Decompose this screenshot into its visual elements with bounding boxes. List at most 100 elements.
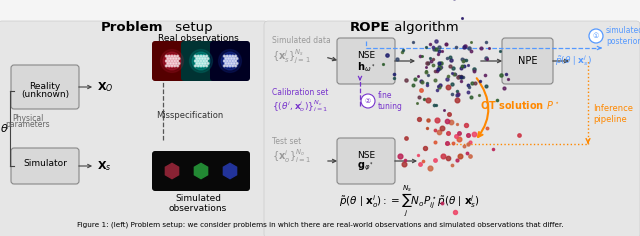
Circle shape — [173, 63, 174, 64]
Circle shape — [168, 65, 170, 67]
Circle shape — [227, 55, 228, 57]
Circle shape — [168, 55, 170, 57]
FancyBboxPatch shape — [502, 38, 553, 84]
Polygon shape — [223, 163, 237, 179]
Circle shape — [189, 50, 212, 72]
Circle shape — [223, 60, 225, 62]
Circle shape — [196, 63, 198, 64]
Circle shape — [195, 60, 196, 62]
Text: Reality: Reality — [29, 82, 61, 91]
Text: $\{(\theta^i, \mathbf{x}_o^i)\}_{i=1}^{N_c}$: $\{(\theta^i, \mathbf{x}_o^i)\}_{i=1}^{N… — [272, 98, 328, 114]
Text: NSE: NSE — [357, 51, 375, 59]
Text: $\mathbf{h}_{\omega^*}$: $\mathbf{h}_{\omega^*}$ — [357, 60, 375, 74]
Text: Simulated
observations: Simulated observations — [169, 194, 227, 213]
Circle shape — [196, 58, 198, 59]
Circle shape — [230, 63, 232, 64]
Text: Physical: Physical — [12, 114, 44, 123]
Circle shape — [235, 60, 237, 62]
Circle shape — [171, 65, 173, 67]
FancyBboxPatch shape — [337, 138, 395, 184]
Polygon shape — [195, 163, 207, 179]
Text: Simulated data: Simulated data — [272, 36, 331, 45]
Circle shape — [178, 63, 180, 64]
Circle shape — [204, 63, 206, 64]
Text: setup: setup — [171, 21, 212, 34]
Circle shape — [229, 60, 231, 62]
Polygon shape — [165, 163, 179, 179]
Text: ②: ② — [365, 98, 371, 104]
Circle shape — [170, 63, 172, 64]
FancyBboxPatch shape — [210, 151, 250, 191]
Circle shape — [166, 55, 179, 67]
Circle shape — [235, 65, 237, 67]
FancyBboxPatch shape — [264, 21, 640, 236]
Text: $\mathbf{g}_{\varphi^*}$: $\mathbf{g}_{\varphi^*}$ — [358, 161, 374, 173]
Circle shape — [197, 60, 199, 62]
Text: parameters: parameters — [6, 120, 51, 129]
Text: ①: ① — [593, 33, 599, 39]
Circle shape — [170, 58, 172, 59]
FancyBboxPatch shape — [11, 148, 79, 184]
Text: $\mathbf{X}_O$: $\mathbf{X}_O$ — [97, 80, 113, 94]
Circle shape — [229, 65, 231, 67]
Circle shape — [228, 58, 230, 59]
Circle shape — [192, 52, 210, 70]
Circle shape — [200, 65, 202, 67]
Circle shape — [203, 55, 205, 57]
Circle shape — [161, 50, 184, 72]
Circle shape — [168, 60, 170, 62]
Text: algorithm: algorithm — [390, 21, 459, 34]
Text: $\{\mathbf{x}_s^j\}_{j=1}^{N_s}$: $\{\mathbf{x}_s^j\}_{j=1}^{N_s}$ — [272, 48, 310, 66]
Circle shape — [223, 65, 225, 67]
Circle shape — [166, 60, 167, 62]
FancyBboxPatch shape — [152, 151, 192, 191]
Circle shape — [232, 55, 234, 57]
Circle shape — [197, 65, 199, 67]
Text: $\theta$: $\theta$ — [0, 122, 8, 134]
Text: simulated
posterior: simulated posterior — [606, 26, 640, 46]
FancyBboxPatch shape — [11, 65, 79, 109]
Text: OT solution $P^\star$: OT solution $P^\star$ — [480, 100, 559, 112]
Text: Test set: Test set — [272, 137, 301, 146]
FancyBboxPatch shape — [181, 151, 221, 191]
Circle shape — [232, 60, 234, 62]
Circle shape — [589, 29, 603, 43]
Text: $\tilde{p}(\theta \mid \mathbf{x}_s^j)$: $\tilde{p}(\theta \mid \mathbf{x}_s^j)$ — [555, 54, 592, 68]
Text: Misspecification: Misspecification — [156, 110, 223, 119]
Circle shape — [223, 55, 225, 57]
Text: Figure 1: (left) Problem setup: we consider problems in which there are real-wor: Figure 1: (left) Problem setup: we consi… — [77, 222, 563, 228]
Text: ROPE: ROPE — [350, 21, 390, 34]
Circle shape — [203, 65, 205, 67]
Circle shape — [173, 58, 174, 59]
Circle shape — [207, 58, 209, 59]
FancyBboxPatch shape — [0, 21, 268, 236]
Circle shape — [203, 60, 205, 62]
Circle shape — [195, 65, 196, 67]
Text: $\mathbf{X}_s$: $\mathbf{X}_s$ — [97, 159, 111, 173]
Text: NPE: NPE — [518, 56, 537, 66]
Circle shape — [174, 60, 176, 62]
Circle shape — [171, 55, 173, 57]
Circle shape — [225, 63, 227, 64]
Text: Problem: Problem — [100, 21, 163, 34]
Circle shape — [178, 58, 180, 59]
FancyBboxPatch shape — [337, 38, 395, 84]
Circle shape — [225, 57, 234, 65]
Circle shape — [229, 55, 231, 57]
Circle shape — [177, 65, 179, 67]
Circle shape — [177, 60, 179, 62]
Circle shape — [227, 60, 228, 62]
Text: Calibration set: Calibration set — [272, 88, 328, 97]
Circle shape — [218, 50, 241, 72]
Circle shape — [196, 57, 205, 65]
Circle shape — [232, 65, 234, 67]
Circle shape — [177, 55, 179, 57]
Circle shape — [167, 58, 169, 59]
Circle shape — [163, 52, 181, 70]
Circle shape — [205, 60, 207, 62]
Circle shape — [236, 63, 238, 64]
Circle shape — [202, 58, 204, 59]
Circle shape — [195, 55, 196, 57]
Text: (unknown): (unknown) — [21, 90, 69, 99]
Circle shape — [204, 58, 206, 59]
